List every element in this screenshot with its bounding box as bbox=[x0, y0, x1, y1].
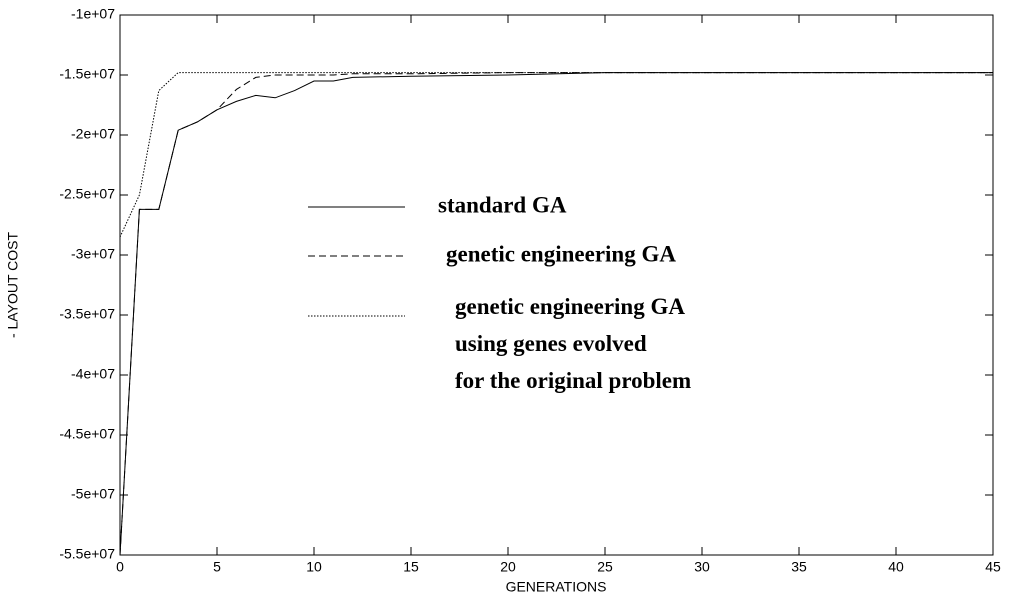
y-tick-label: -3.5e+07 bbox=[59, 306, 115, 322]
y-tick-label: -1e+07 bbox=[71, 6, 115, 22]
x-tick-label: 10 bbox=[306, 559, 322, 575]
y-tick-label: -5e+07 bbox=[71, 486, 115, 502]
series-line bbox=[119, 72, 993, 556]
x-tick-label: 0 bbox=[116, 559, 124, 575]
x-tick-label: 45 bbox=[985, 559, 1001, 575]
y-tick-label: -2.5e+07 bbox=[59, 186, 115, 202]
legend-label-line: for the original problem bbox=[455, 368, 691, 393]
x-tick-label: 30 bbox=[694, 559, 710, 575]
y-axis-label: - LAYOUT COST bbox=[5, 232, 21, 339]
legend-label: standard GA bbox=[438, 192, 567, 217]
legend-label-line: using genes evolved bbox=[455, 331, 647, 356]
x-tick-label: 40 bbox=[888, 559, 904, 575]
y-tick-label: -4e+07 bbox=[71, 366, 115, 382]
series-line bbox=[119, 72, 993, 238]
legend-label: genetic engineering GA bbox=[446, 241, 676, 266]
legend-label-line: genetic engineering GA bbox=[455, 294, 685, 319]
y-tick-label: -2e+07 bbox=[71, 126, 115, 142]
x-tick-label: 35 bbox=[791, 559, 807, 575]
x-tick-label: 15 bbox=[403, 559, 419, 575]
legend-label: genetic engineering GA using genes evolve… bbox=[455, 294, 691, 393]
y-tick-label: -5.5e+07 bbox=[59, 546, 115, 562]
x-axis-label: GENERATIONS bbox=[506, 579, 607, 595]
y-tick-label: -4.5e+07 bbox=[59, 426, 115, 442]
x-tick-label: 20 bbox=[500, 559, 516, 575]
y-tick-label: -3e+07 bbox=[71, 246, 115, 262]
x-tick-label: 5 bbox=[213, 559, 221, 575]
y-tick-label: -1.5e+07 bbox=[59, 66, 115, 82]
x-tick-label: 25 bbox=[597, 559, 613, 575]
plot-frame bbox=[119, 14, 994, 556]
